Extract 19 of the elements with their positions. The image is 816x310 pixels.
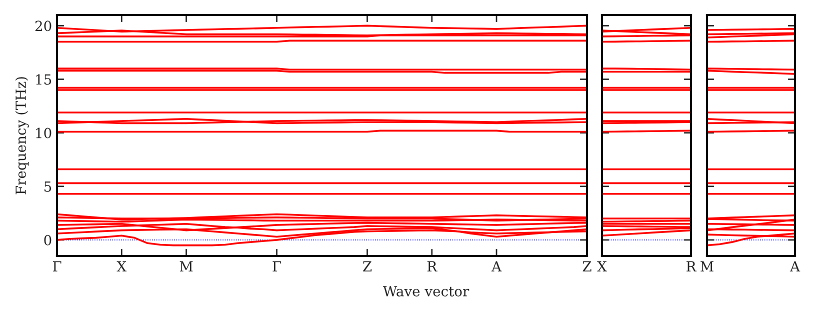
x-tick-label: Z <box>363 261 372 272</box>
x-axis-title: Wave vector <box>382 286 470 296</box>
y-tick-label: 0 <box>44 234 52 246</box>
x-tick-label: A <box>491 261 502 272</box>
y-tick-label: 5 <box>44 182 52 192</box>
x-tick-label: Γ <box>52 261 62 272</box>
x-tick-label: Γ <box>272 261 281 272</box>
x-tick-label: X <box>597 261 607 272</box>
y-tick-label: 20 <box>35 20 52 32</box>
x-tick-label: X <box>116 261 127 272</box>
y-axis-title: Frequency (THz) <box>15 77 29 194</box>
x-tick-label: M <box>700 261 714 272</box>
y-tick-label: 15 <box>36 74 52 85</box>
x-tick-label: R <box>427 261 438 272</box>
x-tick-label: M <box>180 261 193 272</box>
x-tick-label: Z <box>582 261 592 272</box>
x-tick-label: R <box>686 261 697 272</box>
x-tick-label: A <box>790 261 800 272</box>
y-tick-label: 10 <box>36 128 52 138</box>
